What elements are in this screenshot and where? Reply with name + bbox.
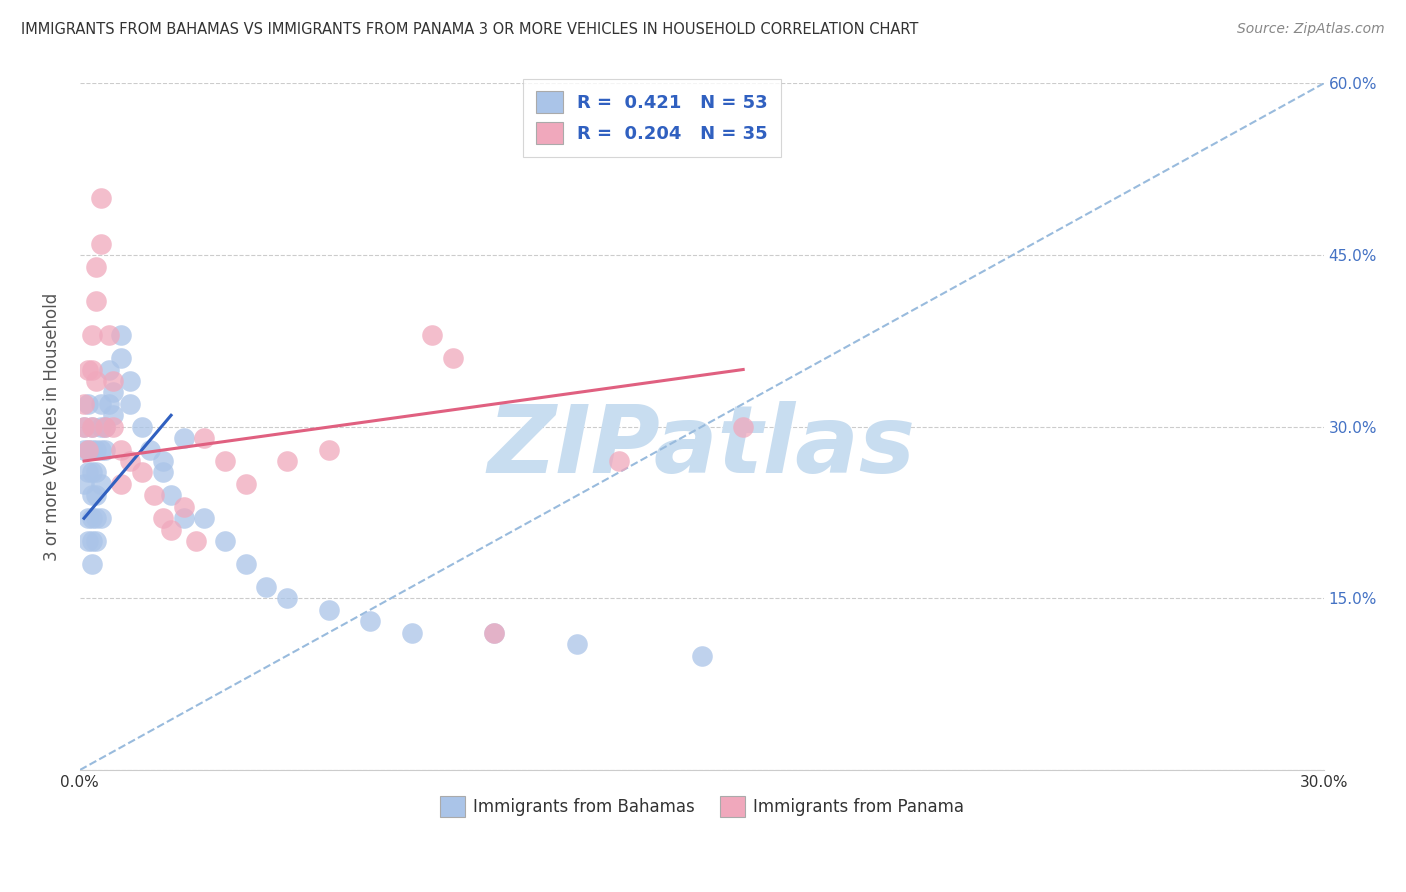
Point [131,466,153,480]
Point [97,362,120,376]
Point [77,466,100,480]
Point [90,511,112,525]
Point [93,419,115,434]
Point [90,191,112,205]
Point [110,477,132,491]
Point [90,419,112,434]
Point [235,557,257,571]
Point [276,454,298,468]
Point [484,625,506,640]
Point [152,466,174,480]
Point [90,477,112,491]
Text: IMMIGRANTS FROM BAHAMAS VS IMMIGRANTS FROM PANAMA 3 OR MORE VEHICLES IN HOUSEHOL: IMMIGRANTS FROM BAHAMAS VS IMMIGRANTS FR… [21,22,918,37]
Point [97,397,120,411]
Point [73,442,96,457]
Point [82,466,104,480]
Point [77,511,100,525]
Point [77,362,100,376]
Legend: Immigrants from Bahamas, Immigrants from Panama: Immigrants from Bahamas, Immigrants from… [433,789,970,823]
Point [193,431,215,445]
Point [118,397,141,411]
Point [90,442,112,457]
Point [173,431,195,445]
Point [160,488,183,502]
Point [118,374,141,388]
Point [93,419,115,434]
Point [184,534,207,549]
Text: ZIPatlas: ZIPatlas [488,401,915,493]
Point [401,625,423,640]
Point [86,511,108,525]
Point [160,523,183,537]
Point [318,603,340,617]
Point [101,385,124,400]
Point [73,397,96,411]
Point [152,511,174,525]
Point [173,500,195,514]
Point [86,374,108,388]
Point [73,419,96,434]
Point [143,488,166,502]
Point [86,260,108,274]
Point [97,328,120,343]
Point [86,442,108,457]
Point [441,351,464,365]
Point [101,374,124,388]
Point [82,557,104,571]
Point [93,442,115,457]
Point [235,477,257,491]
Point [101,409,124,423]
Point [82,419,104,434]
Point [86,293,108,308]
Point [118,454,141,468]
Point [173,511,195,525]
Point [607,454,630,468]
Point [86,534,108,549]
Point [690,648,713,663]
Point [82,534,104,549]
Point [214,454,236,468]
Point [82,328,104,343]
Point [254,580,277,594]
Point [110,328,132,343]
Point [110,442,132,457]
Point [82,488,104,502]
Point [484,625,506,640]
Point [82,511,104,525]
Point [73,419,96,434]
Point [131,419,153,434]
Point [77,534,100,549]
Point [77,442,100,457]
Point [77,442,100,457]
Point [139,442,162,457]
Point [110,351,132,365]
Point [276,591,298,606]
Point [90,397,112,411]
Point [73,477,96,491]
Point [86,466,108,480]
Point [733,419,755,434]
Y-axis label: 3 or more Vehicles in Household: 3 or more Vehicles in Household [44,293,60,561]
Point [86,488,108,502]
Point [152,454,174,468]
Point [193,511,215,525]
Point [101,419,124,434]
Point [77,397,100,411]
Point [90,236,112,251]
Text: Source: ZipAtlas.com: Source: ZipAtlas.com [1237,22,1385,37]
Point [214,534,236,549]
Point [82,362,104,376]
Point [359,614,381,628]
Point [420,328,443,343]
Point [318,442,340,457]
Point [567,637,589,651]
Point [82,442,104,457]
Point [82,419,104,434]
